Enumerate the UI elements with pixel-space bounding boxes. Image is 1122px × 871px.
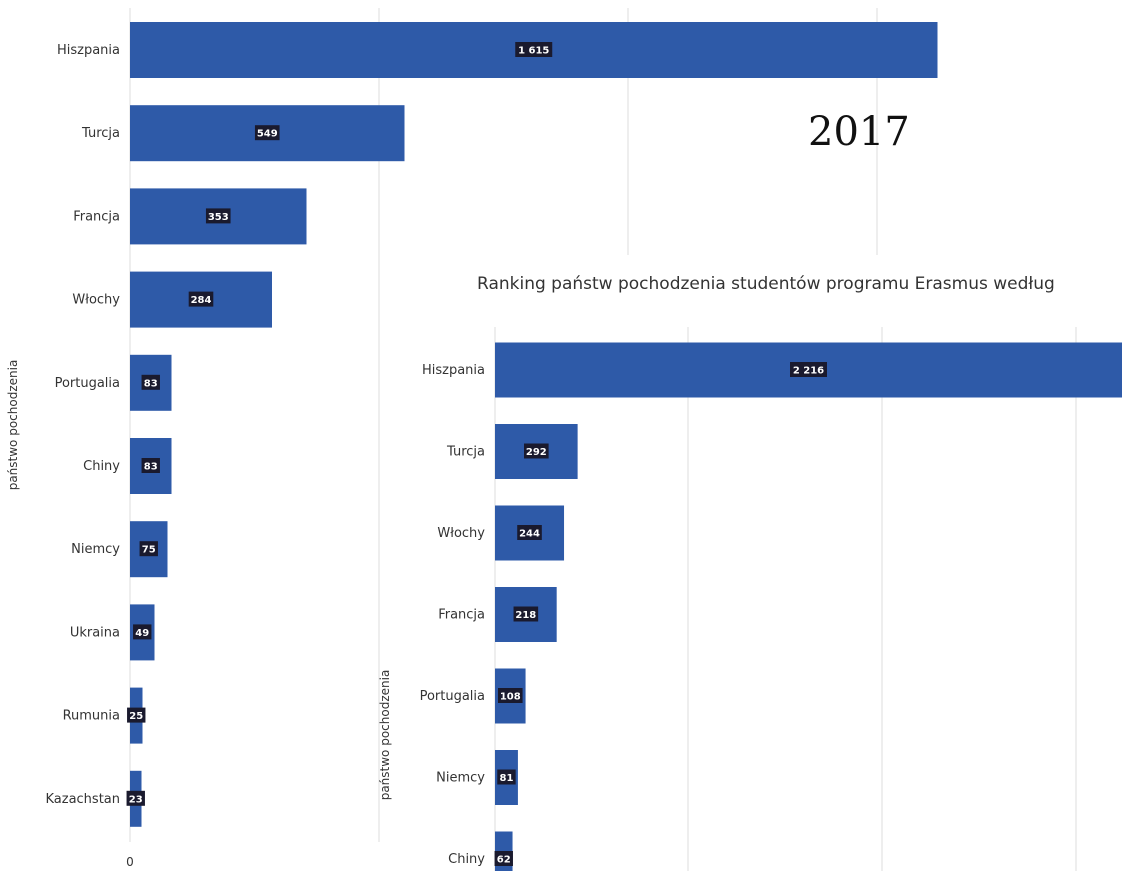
chart-ranking-value-label: 244 [519, 529, 540, 540]
chart-ranking-value-label: 81 [499, 773, 513, 784]
chart-2017-category-label: Niemcy [71, 542, 120, 557]
chart-ranking-category-label: Turcja [446, 445, 485, 460]
chart-ranking-category-label: Niemcy [436, 771, 485, 786]
chart-2017-value-label: 75 [142, 545, 156, 556]
chart-2017-value-label-bg [141, 374, 160, 390]
chart-2017-category-label: Chiny [83, 459, 120, 474]
chart-ranking-category-label: Włochy [437, 526, 485, 541]
chart-ranking-value-labels: 2 216 292 244 218 108 81 62 [494, 362, 827, 866]
chart-ranking-category-label: Chiny [448, 852, 485, 867]
chart-ranking-value-label: 292 [526, 447, 547, 458]
chart-ranking-category-label: Francja [438, 608, 485, 623]
chart-2017-value-label: 83 [144, 462, 158, 473]
chart-2017-value-label-bg [127, 707, 146, 723]
chart-2017-x-tick-label: 0 [126, 855, 134, 869]
chart-ranking-value-label: 108 [500, 692, 521, 703]
chart-2017-category-label: Turcja [81, 126, 120, 141]
chart-2017-value-label: 49 [135, 628, 149, 639]
chart-ranking-value-label: 2 216 [793, 366, 824, 377]
chart-2017-value-label: 23 [129, 794, 143, 805]
chart-2017-value-label: 1 615 [518, 46, 549, 57]
chart-ranking-value-label-bg [517, 525, 542, 540]
chart-2017-category-label: Ukraina [70, 625, 120, 640]
chart-2017-value-label-bg [515, 42, 553, 57]
chart-2017-value-label-bg [205, 208, 231, 224]
chart-ranking-category-label: Portugalia [420, 689, 485, 704]
chart-2017-value-label: 549 [257, 129, 278, 140]
chart-ranking-value-label-bg [497, 769, 516, 785]
chart-2017-value-label-bg [188, 291, 214, 307]
chart-ranking-category-labels: Hiszpania Turcja Włochy Francja Portugalia Ni… [420, 363, 486, 867]
chart-2017-category-label: Kazachstan [45, 792, 120, 807]
chart-ranking-value-label: 62 [497, 855, 511, 866]
chart-2017-category-label: Portugalia [55, 376, 120, 391]
chart-2017-value-label-bg [141, 458, 160, 473]
chart-2017-value-label-bg [254, 125, 280, 141]
chart-2017-category-label: Francja [73, 209, 120, 224]
chart-2017-value-label: 83 [144, 378, 158, 389]
chart-2017-value-label-bg [133, 624, 152, 640]
chart-ranking-value-label-bg [497, 688, 523, 703]
chart-ranking-value-label-bg [513, 606, 539, 622]
chart-ranking-value-label-bg [524, 443, 549, 459]
chart-ranking-title: Ranking państw pochodzenia studentów pro… [477, 274, 1055, 294]
chart-2017-value-label-bg [139, 541, 158, 557]
chart-2017-category-label: Rumunia [63, 709, 120, 724]
chart-2017: Hiszpania Turcja Francja Włochy Portugalia Ch… [6, 8, 938, 869]
chart-ranking-bars [495, 342, 1122, 871]
chart-2017-category-label: Włochy [72, 293, 120, 308]
chart-2017-y-axis-label: państwo pochodzenia [6, 360, 20, 491]
chart-2017-category-label: Hiszpania [57, 43, 120, 58]
chart-2017-value-label: 25 [129, 711, 143, 722]
chart-ranking-category-label: Hiszpania [422, 363, 485, 378]
chart-2017-value-label: 353 [208, 212, 229, 223]
chart-2017-category-labels: Hiszpania Turcja Francja Włochy Portugalia Ch… [45, 43, 120, 807]
chart-2017-value-label-bg [126, 790, 145, 806]
chart-2017-value-labels: 1 615 549 353 284 83 83 75 49 25 23 [126, 42, 553, 806]
chart-2017-value-label: 284 [191, 295, 212, 306]
chart-ranking-value-label-bg [494, 851, 513, 866]
chart-ranking: Ranking państw pochodzenia studentów pro… [378, 255, 1122, 871]
chart-ranking-y-axis-label: państwo pochodzenia [378, 670, 392, 801]
chart-ranking-value-label: 218 [515, 610, 536, 621]
chart-2017-year-annotation: 2017 [808, 109, 910, 155]
chart-ranking-value-label-bg [790, 362, 827, 377]
